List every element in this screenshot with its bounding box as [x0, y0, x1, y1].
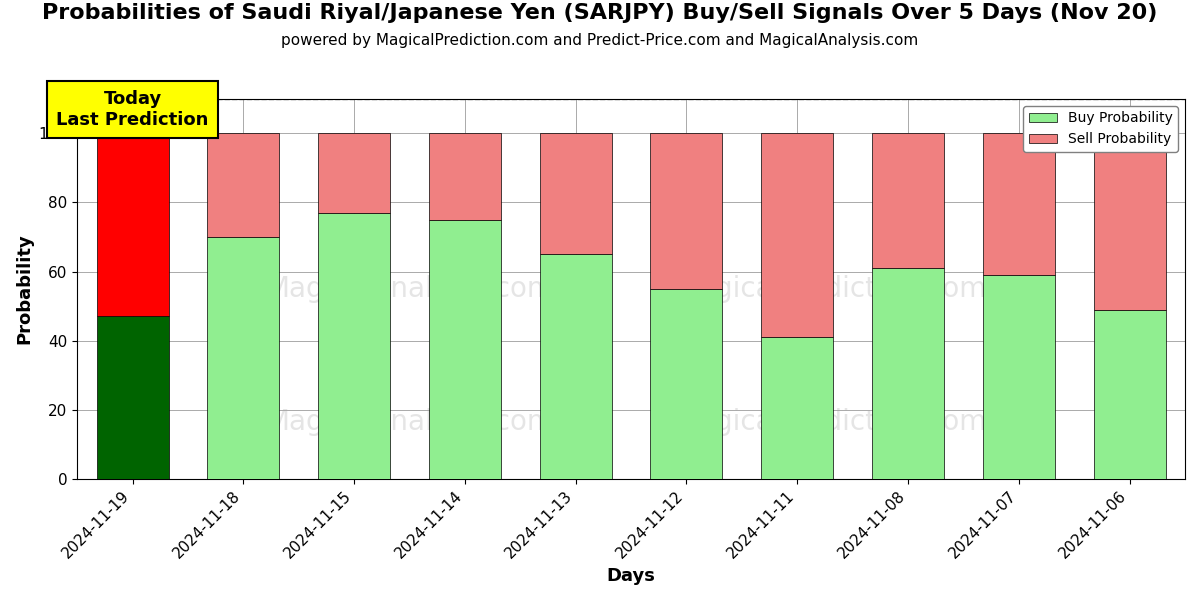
- Bar: [650, 133, 722, 289]
- Bar: [428, 220, 500, 479]
- Bar: [318, 133, 390, 213]
- Bar: [540, 254, 612, 479]
- Text: Probabilities of Saudi Riyal/Japanese Yen (SARJPY) Buy/Sell Signals Over 5 Days : Probabilities of Saudi Riyal/Japanese Ye…: [42, 3, 1158, 23]
- Legend: Buy Probability, Sell Probability: Buy Probability, Sell Probability: [1024, 106, 1178, 152]
- Bar: [208, 133, 280, 237]
- Text: Today
Last Prediction: Today Last Prediction: [56, 90, 209, 128]
- Bar: [983, 275, 1055, 479]
- Bar: [96, 133, 168, 316]
- Bar: [872, 268, 944, 479]
- Bar: [761, 133, 833, 337]
- Bar: [983, 133, 1055, 275]
- X-axis label: Days: Days: [607, 567, 655, 585]
- Text: MagicalPrediction.com: MagicalPrediction.com: [674, 275, 986, 303]
- Text: MagicalPrediction.com: MagicalPrediction.com: [674, 408, 986, 436]
- Bar: [208, 237, 280, 479]
- Text: MagicalAnalysis.com: MagicalAnalysis.com: [265, 275, 554, 303]
- Bar: [428, 133, 500, 220]
- Bar: [540, 133, 612, 254]
- Text: powered by MagicalPrediction.com and Predict-Price.com and MagicalAnalysis.com: powered by MagicalPrediction.com and Pre…: [281, 33, 919, 48]
- Bar: [1093, 133, 1165, 310]
- Bar: [761, 337, 833, 479]
- Bar: [872, 133, 944, 268]
- Text: MagicalAnalysis.com: MagicalAnalysis.com: [265, 408, 554, 436]
- Bar: [1093, 310, 1165, 479]
- Y-axis label: Probability: Probability: [14, 233, 32, 344]
- Bar: [96, 316, 168, 479]
- Bar: [318, 213, 390, 479]
- Bar: [650, 289, 722, 479]
